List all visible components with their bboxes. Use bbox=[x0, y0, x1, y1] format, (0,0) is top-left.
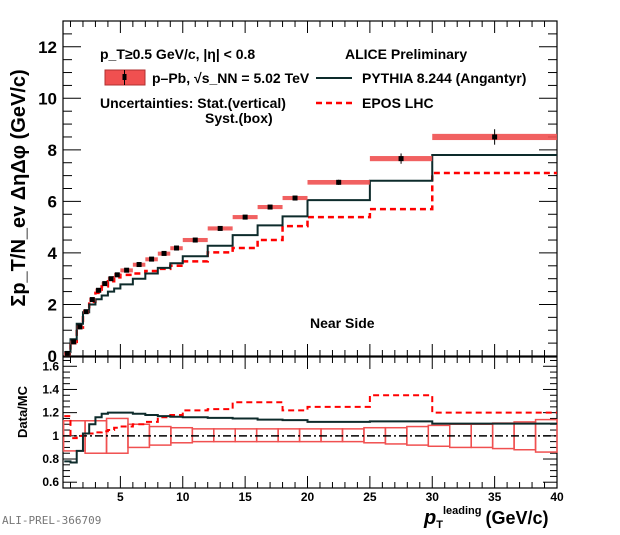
data-point bbox=[492, 134, 498, 140]
data-point bbox=[192, 237, 198, 243]
data-point bbox=[124, 267, 130, 273]
y-tick-label: 6 bbox=[48, 192, 57, 211]
data-point bbox=[267, 204, 273, 210]
main-y-axis-title: Σp_T/N_ev ΔηΔφ (GeV/c) bbox=[8, 69, 30, 306]
data-point bbox=[71, 339, 77, 345]
pythia-step-line bbox=[64, 154, 557, 354]
x-tick-label: 20 bbox=[301, 490, 315, 504]
preliminary-label: ALICE Preliminary bbox=[345, 46, 467, 62]
main-marks bbox=[64, 129, 557, 357]
data-point bbox=[161, 250, 167, 256]
epos-step-line bbox=[64, 171, 557, 355]
ratio-marks bbox=[62, 394, 558, 464]
main-panel: 0 2 4 6 8 10 12 bbox=[38, 20, 558, 488]
data-point bbox=[108, 276, 114, 282]
data-point bbox=[336, 179, 342, 185]
watermark: ALI-PREL-366709 bbox=[2, 514, 101, 527]
x-axis-title-sub: T bbox=[436, 519, 443, 530]
y-tick-label: 10 bbox=[38, 89, 57, 108]
main-y-ticks: 0 2 4 6 8 10 12 bbox=[38, 20, 558, 488]
uncertainties-label-2: Syst.(box) bbox=[205, 110, 273, 126]
x-tick-label: 15 bbox=[238, 490, 252, 504]
data-point bbox=[83, 309, 89, 315]
y-tick-label: 4 bbox=[48, 244, 58, 263]
near-side-label: Near Side bbox=[310, 315, 375, 331]
x-tick-label: 10 bbox=[176, 490, 190, 504]
data-point bbox=[217, 225, 223, 231]
x-tick-label: 5 bbox=[117, 490, 124, 504]
y-tick-label: 0 bbox=[48, 347, 57, 366]
legend-epos-label: EPOS LHC bbox=[362, 95, 434, 111]
data-point bbox=[96, 287, 102, 293]
data-point bbox=[174, 245, 180, 251]
data-point bbox=[102, 281, 108, 287]
x-axis-title-sup: leading bbox=[443, 505, 482, 517]
data-point bbox=[114, 272, 120, 278]
ratio-y-tick-label: 1.2 bbox=[42, 406, 59, 420]
x-axis-title-p: p bbox=[423, 507, 436, 529]
data-point bbox=[64, 350, 70, 356]
ratio-y-tick-label: 0.8 bbox=[42, 452, 59, 466]
data-point bbox=[77, 324, 83, 330]
data-point bbox=[242, 214, 248, 220]
ratio-ticks: 0.6 0.8 1 1.2 1.4 1.6 5 10 15 20 25 30 35 40 bbox=[42, 359, 564, 504]
x-tick-label: 30 bbox=[426, 490, 440, 504]
x-axis-title: pTleading (GeV/c) bbox=[423, 505, 549, 530]
data-point bbox=[292, 195, 298, 201]
ratio-y-tick-label: 0.6 bbox=[42, 475, 59, 489]
uncertainties-label-1: Uncertainties: Stat.(vertical) bbox=[100, 95, 286, 111]
data-point bbox=[136, 262, 142, 268]
y-tick-label: 8 bbox=[48, 141, 57, 160]
ratio-y-axis-title: Data/MC bbox=[15, 385, 30, 438]
data-point bbox=[149, 256, 155, 262]
ratio-y-tick-label: 1.4 bbox=[42, 382, 59, 396]
x-tick-label: 25 bbox=[363, 490, 377, 504]
y-tick-label: 12 bbox=[38, 38, 57, 57]
data-point bbox=[398, 156, 404, 162]
legend-data-label: p–Pb, √s_NN = 5.02 TeV bbox=[152, 70, 310, 86]
x-tick-label: 35 bbox=[488, 490, 502, 504]
ratio-y-tick-label: 1.6 bbox=[42, 359, 59, 373]
x-axis-title-unit: (GeV/c) bbox=[485, 508, 548, 528]
x-tick-label: 40 bbox=[550, 490, 564, 504]
ratio-panel: 0.6 0.8 1 1.2 1.4 1.6 5 10 15 20 25 30 35 40 bbox=[42, 356, 564, 504]
y-tick-label: 2 bbox=[48, 295, 57, 314]
data-point bbox=[89, 297, 95, 303]
ratio-pythia-line bbox=[64, 411, 557, 464]
ratio-y-tick-label: 1 bbox=[52, 429, 59, 443]
ratio-epos-line bbox=[64, 394, 557, 440]
cuts-label: p_T≥0.5 GeV/c, |η| < 0.8 bbox=[100, 46, 255, 62]
ratio-syst-box bbox=[534, 418, 558, 453]
legend-pythia-label: PYTHIA 8.244 (Angantyr) bbox=[362, 70, 526, 86]
